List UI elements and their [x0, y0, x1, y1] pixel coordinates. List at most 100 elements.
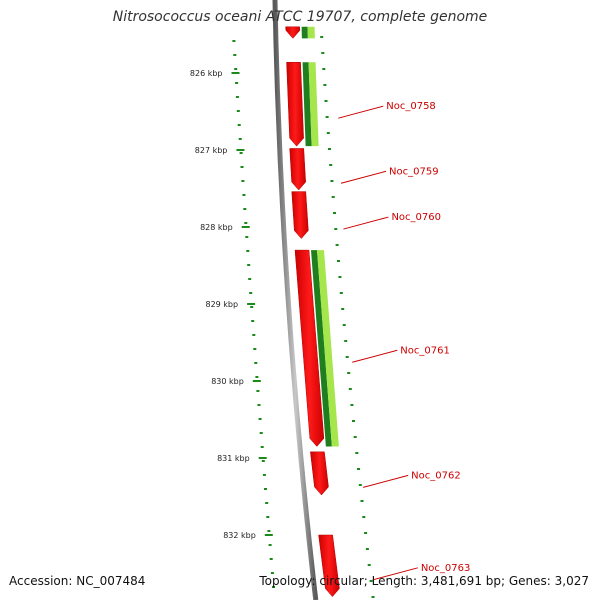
ruler-dot-right	[323, 84, 327, 86]
ruler-dot-left	[251, 320, 255, 322]
gene-label-leader	[340, 170, 387, 184]
ruler-dot-left	[243, 208, 247, 210]
gene-arrow	[289, 148, 306, 191]
kbp-tick-label: 827 kbp	[195, 146, 228, 155]
ruler-dot-right	[360, 500, 364, 502]
ruler-dot-right	[337, 260, 340, 262]
gene-arrow	[286, 61, 304, 147]
ruler-dot-left	[232, 40, 236, 42]
ruler-dot-right	[362, 516, 366, 518]
gene-label: Noc_0760	[391, 212, 441, 223]
kbp-tick-label: 831 kbp	[217, 454, 250, 463]
ruler-dot-left	[233, 54, 237, 56]
ruler-dot-left	[241, 180, 245, 182]
feature-band-light	[317, 250, 339, 447]
kbp-tick-label: 826 kbp	[190, 69, 223, 78]
kbp-tick	[247, 303, 256, 305]
gene-arrow	[310, 451, 329, 496]
ruler-dot-right	[335, 244, 339, 246]
ruler-dot-left	[253, 348, 257, 350]
ruler-dot-right	[328, 148, 331, 150]
accession-text: Accession: NC_007484	[9, 574, 146, 588]
feature-band-light	[307, 26, 315, 39]
ruler-dot-left	[262, 474, 266, 476]
gene-label: Noc_0759	[389, 166, 439, 177]
ruler-dot-left	[235, 82, 239, 84]
gene-label-leader	[363, 474, 409, 488]
feature-band-dark	[311, 250, 332, 447]
ruler-dot-left	[270, 572, 274, 574]
ruler-dot-left	[268, 544, 272, 546]
ruler-dot-right	[333, 212, 336, 214]
ruler-dot-left	[261, 460, 265, 462]
kbp-tick	[231, 72, 240, 74]
ruler-dot-left	[260, 446, 264, 448]
ruler-dot-right	[365, 548, 369, 550]
ruler-dot-right	[344, 340, 348, 342]
ruler-dot-right	[338, 276, 342, 278]
ruler-dot-left	[246, 250, 250, 252]
gene-arrow	[291, 191, 309, 239]
ruler-dot-left	[257, 404, 261, 406]
feature-band-dark	[301, 26, 308, 39]
ruler-dot-right	[357, 468, 360, 470]
ruler-dot-left	[244, 222, 248, 224]
kbp-tick	[252, 380, 261, 382]
ruler-dot-right	[320, 36, 324, 38]
ruler-dot-left	[259, 432, 263, 434]
ruler-dot-left	[264, 488, 267, 490]
ruler-dot-right	[341, 308, 345, 310]
ruler-dot-left	[235, 96, 239, 98]
kbp-tick-label: 830 kbp	[211, 377, 244, 386]
ruler-dot-right	[324, 100, 328, 102]
genome-title: Nitrosococcus oceani ATCC 19707, complet…	[112, 9, 488, 25]
gene-label: Noc_0761	[400, 345, 450, 356]
ruler-dot-right	[358, 484, 362, 486]
gene-label-leader	[338, 105, 384, 119]
ruler-dot-right	[353, 436, 357, 438]
kbp-tick	[264, 534, 273, 536]
ruler-dot-right	[329, 164, 333, 166]
ruler-dot-left	[245, 236, 249, 238]
ruler-dot-left	[258, 418, 262, 420]
ruler-dot-left	[252, 334, 256, 336]
ruler-dot-right	[339, 292, 343, 294]
ruler-dot-left	[250, 306, 254, 308]
ruler-dot-right	[321, 52, 325, 54]
ruler-dot-left	[267, 530, 271, 532]
ruler-dot-left	[236, 110, 240, 112]
ruler-dot-right	[331, 196, 335, 198]
gene-label: Noc_0758	[386, 101, 436, 112]
ruler-dot-left	[265, 502, 269, 504]
ruler-dot-right	[364, 532, 368, 534]
gene-label: Noc_0762	[411, 470, 461, 481]
kbp-tick	[236, 149, 245, 151]
gene-label-leader	[352, 349, 398, 363]
gene-label: Noc_0763	[421, 563, 471, 574]
ruler-dot-right	[369, 580, 373, 582]
ruler-dot-left	[237, 124, 241, 126]
ruler-dot-right	[326, 132, 330, 134]
ruler-dot-right	[348, 388, 352, 390]
kbp-tick	[241, 226, 250, 228]
ruler-dot-right	[371, 596, 375, 598]
ruler-dot-left	[256, 390, 260, 392]
feature-band-light	[308, 62, 319, 147]
ruler-dot-left	[254, 362, 258, 364]
ruler-dot-left	[249, 292, 253, 294]
ruler-dot-right	[367, 564, 371, 566]
gene-label-leader	[343, 216, 389, 230]
ruler-dot-right	[355, 452, 359, 454]
kbp-tick-label: 829 kbp	[205, 300, 238, 309]
ruler-dot-right	[342, 324, 346, 326]
ruler-dot-left	[269, 558, 273, 560]
ruler-dot-right	[322, 68, 326, 70]
ruler-dot-right	[345, 356, 349, 358]
gene-arrow	[294, 249, 325, 447]
ruler-dot-left	[242, 194, 246, 196]
ruler-dot-left	[234, 68, 238, 70]
ruler-dot-left	[239, 152, 243, 154]
ruler-dot-left	[266, 516, 270, 518]
ruler-dot-right	[350, 404, 354, 406]
ruler-dot-left	[272, 586, 275, 588]
